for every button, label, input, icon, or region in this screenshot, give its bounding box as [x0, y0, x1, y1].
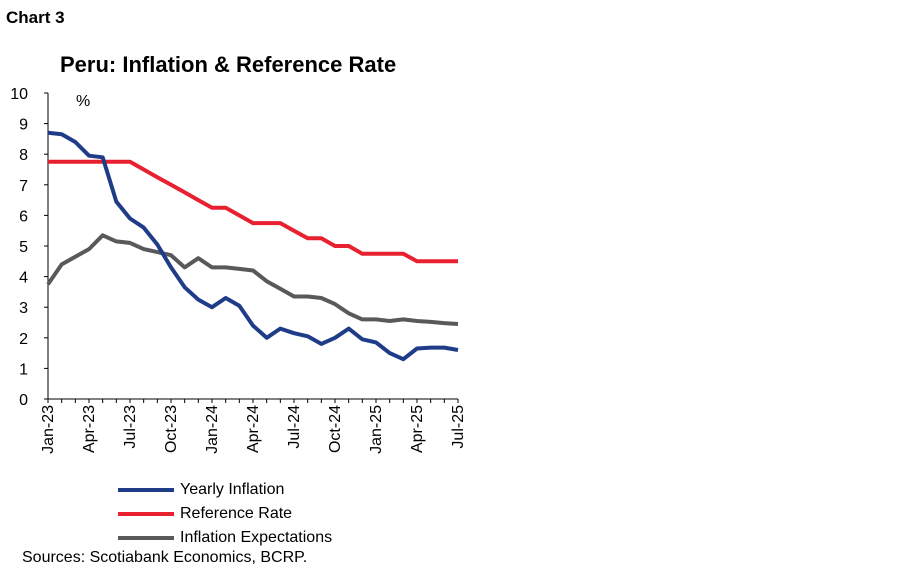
y-unit-label: % [76, 93, 91, 110]
x-tick-label: Oct-24 [327, 405, 344, 453]
legend: Yearly Inflation Reference Rate Inflatio… [118, 478, 332, 550]
x-tick-label: Jan-25 [368, 405, 385, 454]
x-tick-label: Oct-23 [163, 405, 180, 453]
legend-label: Yearly Inflation [180, 481, 285, 498]
x-tick-label: Jan-23 [40, 405, 57, 454]
legend-label: Reference Rate [180, 505, 293, 522]
x-tick-label: Apr-25 [409, 405, 426, 453]
x-tick-labels: Jan-23 Apr-23 Jul-23 Oct-23 Jan-24 Apr-24 Jul-… [40, 405, 467, 454]
legend-item-yearly-inflation: Yearly Inflation [118, 478, 332, 502]
y-tick-label: 5 [19, 239, 28, 256]
chart-label: Chart 3 [6, 8, 65, 27]
series-line-reference-rate [48, 159, 458, 264]
series-line-yearly-inflation [47, 130, 459, 362]
y-tick-label: 7 [19, 178, 28, 195]
x-tick-label: Jul-23 [122, 405, 139, 449]
legend-swatch [118, 512, 174, 516]
series-lines [46, 130, 459, 362]
y-tick-label: 0 [19, 392, 28, 409]
y-tick-label: 8 [19, 147, 28, 164]
x-tick-label: Jul-24 [286, 405, 303, 449]
legend-swatch [118, 536, 174, 540]
y-tick-label: 4 [19, 270, 28, 287]
legend-swatch [118, 488, 174, 492]
x-tick-label: Apr-23 [81, 405, 98, 453]
y-tick-labels: 0 1 2 3 4 5 6 7 8 9 10 [10, 86, 28, 409]
source-note: Sources: Scotiabank Economics, BCRP. [22, 549, 308, 566]
y-tick-label: 2 [19, 331, 28, 348]
x-tick-label: Apr-24 [245, 405, 262, 453]
legend-label: Inflation Expectations [180, 529, 333, 546]
chart-title: Peru: Inflation & Reference Rate [60, 52, 397, 77]
legend-item-inflation-expectations: Inflation Expectations [118, 526, 332, 550]
legend-item-reference-rate: Reference Rate [118, 502, 332, 526]
y-tick-label: 10 [10, 86, 28, 103]
y-tick-label: 9 [19, 117, 28, 134]
y-tick-label: 1 [19, 361, 28, 378]
y-tick-label: 3 [19, 300, 28, 317]
x-tick-label: Jan-24 [204, 405, 221, 454]
series-line-inflation-expectations [46, 233, 459, 326]
x-tick-label: Jul-25 [450, 405, 467, 449]
y-tick-label: 6 [19, 208, 28, 225]
axes [44, 92, 459, 403]
